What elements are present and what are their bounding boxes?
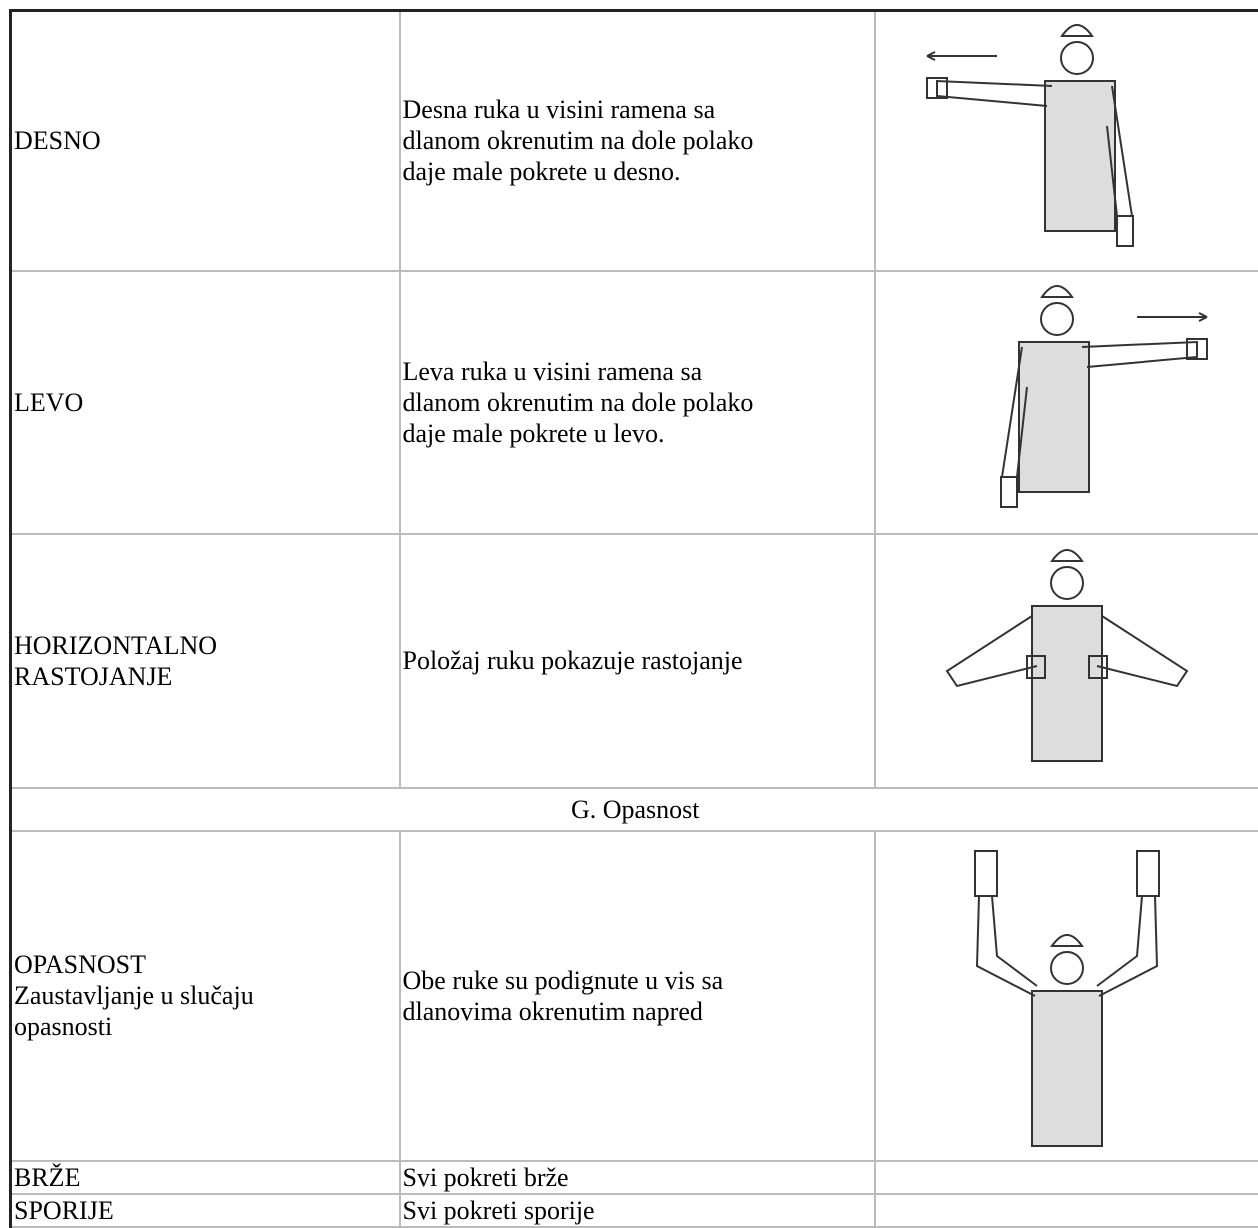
text-line: dlanom okrenutim na dole polako	[403, 125, 872, 156]
signal-figure	[875, 11, 1258, 271]
text-line: OPASNOST	[14, 949, 397, 980]
figure-distance	[917, 541, 1217, 781]
text-line: RASTOJANJE	[14, 661, 397, 692]
text-line: Obe ruke su podignute u vis sa	[403, 965, 872, 996]
table-row: G. Opasnost	[11, 788, 1258, 831]
text-line: Desna ruka u visini ramena sa	[403, 94, 872, 125]
text-line: LEVO	[14, 387, 397, 418]
text-line: opasnosti	[14, 1011, 397, 1042]
text-line: SPORIJE	[14, 1195, 397, 1226]
text-line: HORIZONTALNO	[14, 630, 397, 661]
signal-name: LEVO	[11, 271, 400, 534]
figure-left	[917, 277, 1217, 527]
signal-description: Svi pokreti sporije	[400, 1194, 875, 1227]
figure-right	[917, 16, 1217, 266]
signal-figure	[875, 534, 1258, 788]
text-line: Svi pokreti brže	[403, 1162, 872, 1193]
signal-name: DESNO	[11, 11, 400, 271]
text-line: dlanom okrenutim na dole polako	[403, 387, 872, 418]
text-line: Zaustavljanje u slučaju	[14, 980, 397, 1011]
text-line: daje male pokrete u desno.	[403, 156, 872, 187]
text-line: Položaj ruku pokazuje rastojanje	[403, 645, 872, 676]
section-header: G. Opasnost	[11, 788, 1258, 831]
signal-figure	[875, 1194, 1258, 1227]
signal-figure	[875, 1161, 1258, 1194]
text-line: BRŽE	[14, 1162, 397, 1193]
signal-name: SPORIJE	[11, 1194, 400, 1227]
text-line: daje male pokrete u levo.	[403, 418, 872, 449]
signal-figure	[875, 831, 1258, 1161]
text-line: dlanovima okrenutim napred	[403, 996, 872, 1027]
text-line: Svi pokreti sporije	[403, 1195, 872, 1226]
signal-description: Svi pokreti brže	[400, 1161, 875, 1194]
text-line: Leva ruka u visini ramena sa	[403, 356, 872, 387]
signal-figure	[875, 271, 1258, 534]
signal-name: BRŽE	[11, 1161, 400, 1194]
text-line: DESNO	[14, 125, 397, 156]
signal-description: Položaj ruku pokazuje rastojanje	[400, 534, 875, 788]
figure-danger	[917, 836, 1217, 1156]
